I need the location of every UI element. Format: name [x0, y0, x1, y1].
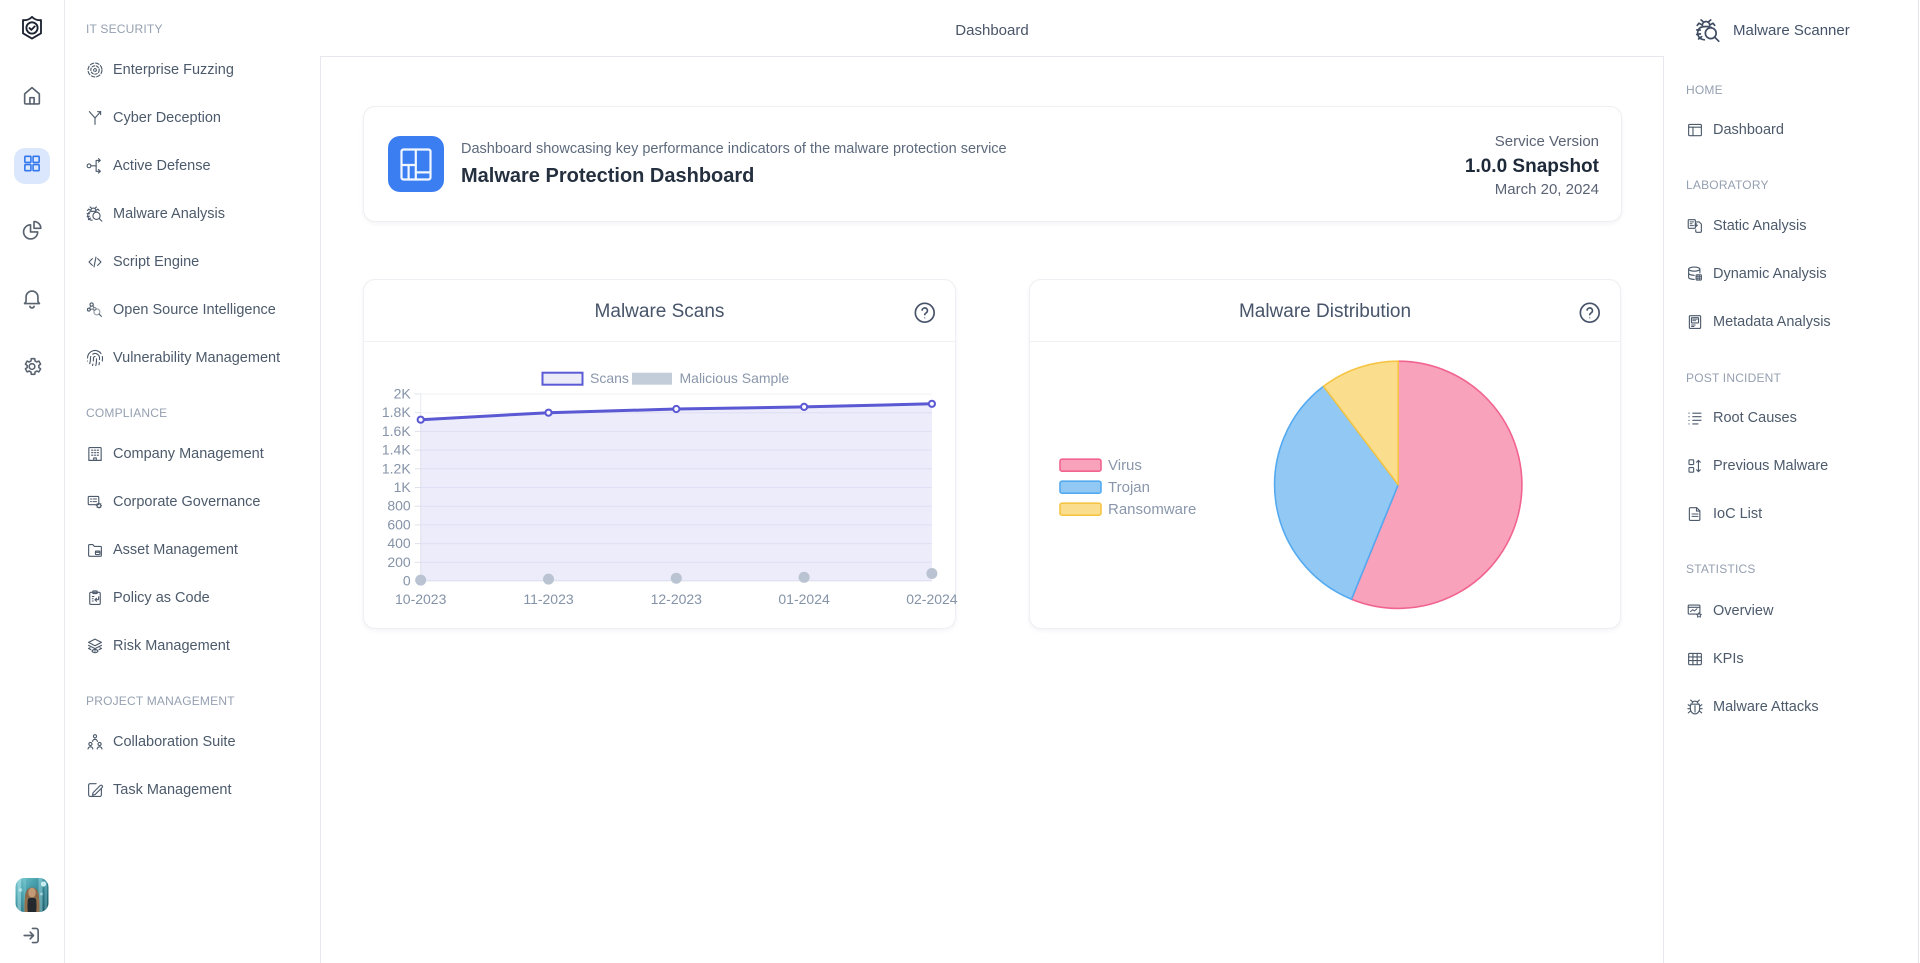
- svg-text:1.4K: 1.4K: [382, 442, 411, 458]
- svg-text:12-2023: 12-2023: [651, 591, 703, 607]
- svg-text:600: 600: [387, 516, 411, 532]
- svg-text:1.2K: 1.2K: [382, 460, 411, 476]
- svg-text:400: 400: [387, 535, 411, 551]
- svg-text:1.8K: 1.8K: [382, 404, 411, 420]
- svg-text:Virus: Virus: [1108, 457, 1142, 474]
- svg-text:1.6K: 1.6K: [382, 423, 411, 439]
- svg-text:1K: 1K: [394, 479, 412, 495]
- svg-text:2K: 2K: [394, 386, 412, 402]
- svg-text:800: 800: [387, 498, 411, 514]
- svg-text:Scans: Scans: [590, 370, 629, 386]
- svg-text:Malicious Sample: Malicious Sample: [680, 370, 790, 386]
- svg-text:01-2024: 01-2024: [778, 591, 830, 607]
- svg-text:200: 200: [387, 554, 411, 570]
- svg-text:Ransomware: Ransomware: [1108, 501, 1196, 518]
- svg-text:11-2023: 11-2023: [523, 591, 574, 607]
- svg-text:Trojan: Trojan: [1108, 479, 1150, 496]
- svg-text:02-2024: 02-2024: [906, 591, 958, 607]
- svg-text:10-2023: 10-2023: [395, 591, 447, 607]
- svg-text:0: 0: [403, 573, 411, 589]
